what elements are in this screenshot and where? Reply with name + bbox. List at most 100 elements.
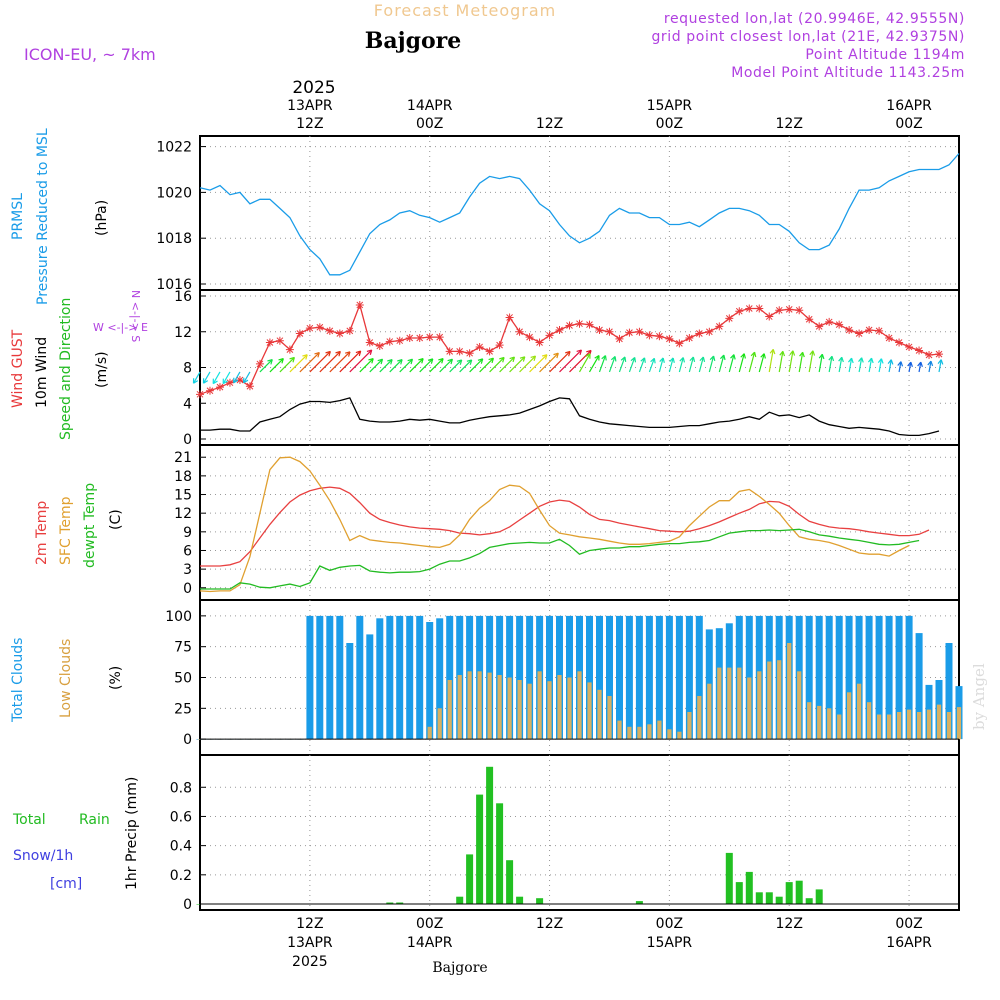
- wind-arrow-head: [418, 357, 424, 364]
- wind-arrow-head: [740, 353, 746, 359]
- bar-low-clouds: [707, 683, 712, 740]
- y-tick-label: 8: [183, 361, 192, 377]
- requested-coords: requested lon,lat (20.9946E, 42.9555N): [664, 11, 965, 27]
- bar-low-clouds: [847, 692, 852, 740]
- top-tick-time: 00Z: [656, 116, 683, 132]
- gust-marker: [535, 338, 544, 347]
- gust-marker: [665, 334, 674, 343]
- bar-total-rain: [795, 880, 803, 904]
- bar-low-clouds: [607, 696, 612, 740]
- y-tick-label: 0: [183, 432, 192, 448]
- pressure-unit: (hPa): [94, 200, 110, 236]
- series-line-dewpt-temp: [200, 528, 920, 590]
- wind-plot: [192, 300, 944, 437]
- wind-arrow: [848, 358, 853, 373]
- gust-marker: [196, 390, 204, 399]
- bar-low-clouds: [467, 671, 472, 740]
- wind-arrow-head: [927, 360, 934, 367]
- bar-total-rain: [745, 871, 753, 904]
- bar-total-clouds: [376, 618, 384, 740]
- gust-marker: [385, 337, 394, 346]
- location-title: Bajgore: [365, 28, 461, 54]
- clouds-total-label: Total Clouds: [10, 638, 26, 723]
- grid-lines: [200, 136, 959, 910]
- wind-arrow-head: [466, 359, 473, 365]
- wind-arrow: [429, 358, 444, 373]
- wind-arrow-head: [679, 357, 686, 363]
- y-tick-label: 3: [183, 562, 192, 578]
- bottom-tick-time: 00Z: [416, 916, 443, 932]
- gust-marker: [305, 324, 314, 333]
- top-year: 2025: [292, 78, 335, 98]
- wind-arrow-head: [585, 353, 591, 359]
- wind-arrow: [549, 351, 571, 373]
- y-tick-label: 1016: [156, 277, 192, 293]
- bar-low-clouds: [887, 714, 892, 740]
- wind-arrow-head: [565, 350, 571, 357]
- bar-total-clouds: [446, 615, 454, 740]
- bar-total-clouds: [625, 615, 633, 740]
- bottom-tick-date: 15APR: [647, 935, 693, 951]
- bottom-tick-date: 14APR: [407, 935, 453, 951]
- gust-marker: [505, 313, 514, 322]
- bar-total-clouds: [616, 615, 623, 740]
- gust-marker: [265, 338, 274, 347]
- bar-low-clouds: [527, 683, 532, 740]
- gust-marker: [525, 333, 534, 342]
- wind-arrow: [638, 357, 646, 373]
- wind-arrow-head: [699, 356, 706, 362]
- wind-arrow-head: [314, 351, 320, 358]
- bar-low-clouds: [587, 682, 592, 740]
- bar-low-clouds: [507, 677, 512, 740]
- wind-arrow: [888, 359, 892, 373]
- precip-snow-label: Snow/1h: [13, 848, 73, 864]
- bar-low-clouds: [477, 671, 482, 740]
- product-title: Forecast Meteogram: [374, 1, 556, 20]
- wind-arrow: [469, 358, 484, 373]
- gust-marker: [325, 326, 334, 335]
- series-line-2m-temp: [200, 486, 930, 567]
- wind-arrow: [668, 357, 674, 373]
- bar-total-rain: [765, 892, 773, 904]
- wind-arrow: [259, 359, 273, 373]
- gust-marker: [805, 315, 814, 324]
- bar-low-clouds: [647, 724, 652, 740]
- gust-marker: [485, 347, 494, 356]
- y-tick-label: 0.6: [170, 809, 192, 825]
- wind-arrow: [918, 362, 922, 373]
- wind-arrow-head: [689, 356, 696, 362]
- wind-arrow: [858, 357, 863, 373]
- gust-marker: [835, 320, 844, 329]
- bar-total-rain: [815, 889, 823, 904]
- wind-arrow: [439, 358, 453, 373]
- wind-arrow: [838, 357, 843, 373]
- y-tick-labels: 1016 1018 1020 1022 0 4 8 12 16 0 3 6 9 12 15 18 21 0 25 50…: [156, 140, 192, 913]
- bottom-tick-time: 12Z: [536, 916, 563, 932]
- gust-marker: [555, 325, 564, 334]
- top-tick-date: 16APR: [886, 98, 932, 114]
- bar-total-clouds: [865, 615, 873, 740]
- gust-marker: [675, 339, 684, 348]
- bar-low-clouds: [447, 680, 452, 740]
- bottom-tick-year: 2025: [292, 954, 328, 970]
- gust-marker: [795, 306, 804, 315]
- wind-arrow: [828, 356, 833, 373]
- bar-total-rain: [496, 803, 504, 904]
- gust-marker: [335, 329, 344, 338]
- wind-arrow-head: [594, 355, 600, 361]
- wind-arrow: [389, 359, 403, 373]
- wind-arrow-head: [335, 350, 341, 357]
- gust-marker: [285, 345, 294, 354]
- y-tick-label: 15: [174, 488, 192, 504]
- gust-marker: [935, 350, 944, 359]
- wind-arrow-head: [233, 377, 239, 384]
- wind-arrow-head: [553, 352, 559, 359]
- y-tick-label: 1022: [156, 140, 192, 156]
- bottom-tick-date: 16APR: [886, 935, 932, 951]
- gust-marker: [395, 336, 404, 345]
- gust-marker: [875, 326, 884, 335]
- wind-arrow: [339, 350, 362, 373]
- wind-arrow: [898, 361, 902, 373]
- y-tick-label: 25: [174, 701, 192, 717]
- gust-marker: [425, 333, 434, 342]
